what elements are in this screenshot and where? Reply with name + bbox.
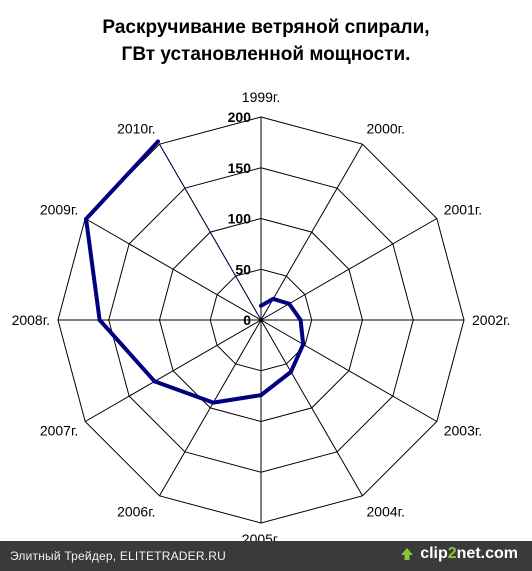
category-label: 2004г. [367,503,405,519]
category-label: 2005г. [242,531,280,541]
brand-number: 2 [447,545,457,562]
series-point-0 [259,303,263,308]
radial-tick-label: 200 [228,109,252,125]
series-point-7 [211,400,216,405]
series-point-4 [301,342,306,347]
upload-arrow-icon [401,548,413,560]
chart-title-line-1: Раскручивание ветряной спирали, [102,17,430,38]
radial-tick-label: 150 [228,160,252,176]
chart-title: Раскручивание ветряной спирали, ГВт уста… [0,14,532,68]
spoke-8 [84,319,262,422]
category-label: 2003г. [444,423,482,439]
series-point-1 [271,296,276,301]
category-label: 1999г. [242,89,280,105]
category-label: 2001г. [444,202,482,218]
category-label: 2006г. [117,503,155,519]
category-label: 2009г. [40,202,78,218]
series-line [84,140,306,405]
radial-tick-label: 0 [243,312,251,328]
spoke-10 [84,218,262,321]
radial-tick-label: 100 [228,211,252,227]
series-point-10 [84,217,89,222]
footer-caption: Элитный Трейдер, ELITETRADER.RU [10,549,226,563]
series-point-8 [152,379,157,384]
category-label: 2010г. [117,121,155,137]
footer-brand[interactable]: clip2net.com [420,545,518,563]
series-point-11 [155,139,160,144]
spoke-5 [260,319,363,497]
series-point-9 [97,318,102,322]
radial-tick-label: 50 [235,261,251,277]
spoke-4 [260,319,438,422]
brand-prefix: clip [420,545,448,562]
radar-chart: 0 50 100 150 200 1999г. 2000г. 2001г. 2002г. 2003… [12,89,511,541]
chart-title-line-2: ГВт установленной мощности. [121,44,411,65]
series-point-6 [259,393,263,398]
footer-bar: Элитный Трейдер, ELITETRADER.RU clip2net… [0,541,532,571]
series-point-2 [287,301,292,306]
brand-suffix: net.com [456,545,518,562]
category-label: 2008г. [12,312,50,328]
category-label: 2007г. [40,423,78,439]
series-point-5 [288,369,293,374]
spoke-1 [260,143,363,321]
series-point-3 [298,318,303,322]
category-label: 2000г. [367,121,405,137]
category-label: 2002г. [472,312,510,328]
spoke-7 [159,319,262,497]
